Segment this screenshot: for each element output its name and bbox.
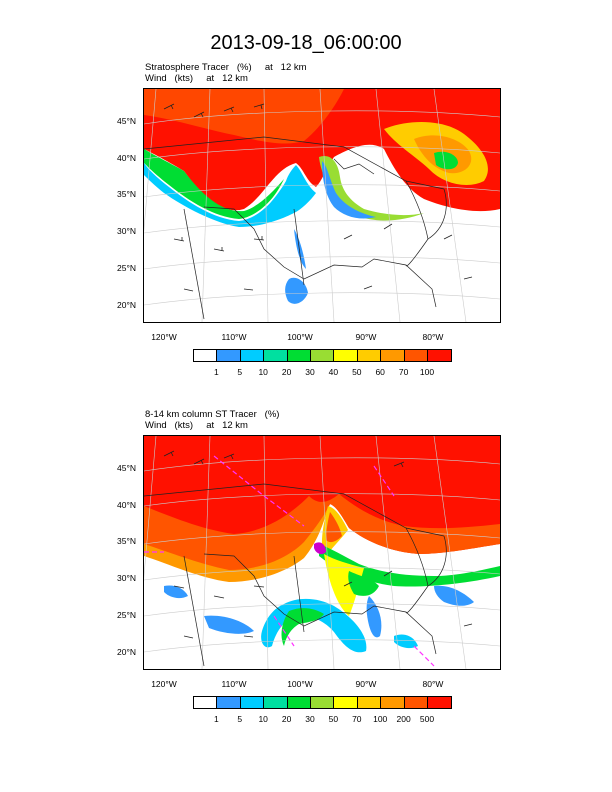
colorbar-label: 5	[237, 714, 243, 724]
colorbar-swatch	[240, 697, 265, 708]
colorbar-label: 20	[281, 367, 292, 377]
colorbar-swatch	[427, 697, 452, 708]
panel2-lat-label: 45°N	[117, 463, 136, 473]
colorbar-swatch	[334, 350, 358, 361]
panel1-title: Stratosphere Tracer (%) at 12 km	[145, 62, 307, 73]
colorbar-label: 200	[396, 714, 411, 724]
colorbar-swatch	[194, 350, 218, 361]
colorbar-swatch	[310, 697, 335, 708]
colorbar-swatch	[194, 697, 218, 708]
panel1-lat-label: 35°N	[117, 189, 136, 199]
panel1-lon-label: 100°W	[287, 332, 313, 342]
panel2-title: 8-14 km column ST Tracer (%)	[145, 409, 280, 420]
colorbar-swatch	[381, 350, 405, 361]
colorbar-label: 10	[258, 367, 268, 377]
colorbar-label: 5	[237, 367, 243, 377]
panel2-lat-label: 35°N	[117, 536, 136, 546]
colorbar-label: 100	[373, 714, 388, 724]
colorbar-swatch	[404, 350, 428, 361]
colorbar-label: 70	[352, 714, 362, 724]
colorbar-label: 1	[214, 367, 219, 377]
colorbar-swatch	[427, 350, 452, 361]
colorbar-label: 70	[398, 367, 409, 377]
colorbar-label: 30	[305, 367, 315, 377]
colorbar-swatch	[217, 697, 241, 708]
colorbar-swatch	[264, 350, 288, 361]
panel1-lat-label: 30°N	[117, 226, 136, 236]
panel1-lat-label: 45°N	[117, 116, 136, 126]
colorbar-label: 60	[375, 367, 385, 377]
panel1-lon-label: 120°W	[151, 332, 177, 342]
colorbar-swatch	[334, 697, 358, 708]
colorbar-swatch	[357, 350, 382, 361]
panel1-colorbar	[193, 349, 453, 362]
panel1-lon-label: 80°W	[422, 332, 444, 342]
colorbar-swatch	[357, 697, 382, 708]
figure-title: 2013-09-18_06:00:00	[210, 32, 402, 54]
colorbar-swatch	[404, 697, 428, 708]
panel2-lat-label: 25°N	[117, 610, 136, 620]
panel2-lat-label: 40°N	[117, 500, 136, 510]
colorbar-swatch	[264, 697, 288, 708]
panel2-lat-label: 20°N	[117, 647, 136, 657]
panel2-lon-label: 120°W	[151, 679, 177, 689]
panel2-lon-label: 90°W	[355, 679, 377, 689]
panel1-map	[143, 88, 501, 323]
panel2-subtitle: Wind (kts) at 12 km	[145, 420, 248, 431]
panel2-lat-label: 30°N	[117, 573, 136, 583]
colorbar-swatch	[217, 350, 241, 361]
colorbar-label: 40	[328, 367, 339, 377]
colorbar-label: 1	[214, 714, 219, 724]
panel1-map-canvas	[144, 89, 500, 322]
panel1-lon-label: 90°W	[355, 332, 377, 342]
colorbar-label: 50	[352, 367, 362, 377]
panel2-map-canvas	[144, 436, 500, 669]
panel2-lon-label: 100°W	[287, 679, 313, 689]
colorbar-label: 30	[305, 714, 315, 724]
panel1-lat-label: 40°N	[117, 153, 136, 163]
colorbar-label: 10	[258, 714, 268, 724]
colorbar-label: 500	[419, 714, 435, 724]
colorbar-swatch	[287, 350, 311, 361]
panel1-lat-label: 25°N	[117, 263, 136, 273]
panel2-map	[143, 435, 501, 670]
colorbar-label: 20	[281, 714, 292, 724]
panel1-lat-label: 20°N	[117, 300, 136, 310]
colorbar-swatch	[310, 350, 335, 361]
panel2-colorbar	[193, 696, 453, 709]
colorbar-label: 100	[419, 367, 435, 377]
colorbar-swatch	[240, 350, 265, 361]
panel1-subtitle: Wind (kts) at 12 km	[145, 73, 248, 84]
colorbar-swatch	[287, 697, 311, 708]
colorbar-swatch	[381, 697, 405, 708]
colorbar-label: 50	[328, 714, 339, 724]
panel1-lon-label: 110°W	[221, 332, 247, 342]
panel2-lon-label: 110°W	[221, 679, 247, 689]
panel2-lon-label: 80°W	[422, 679, 444, 689]
